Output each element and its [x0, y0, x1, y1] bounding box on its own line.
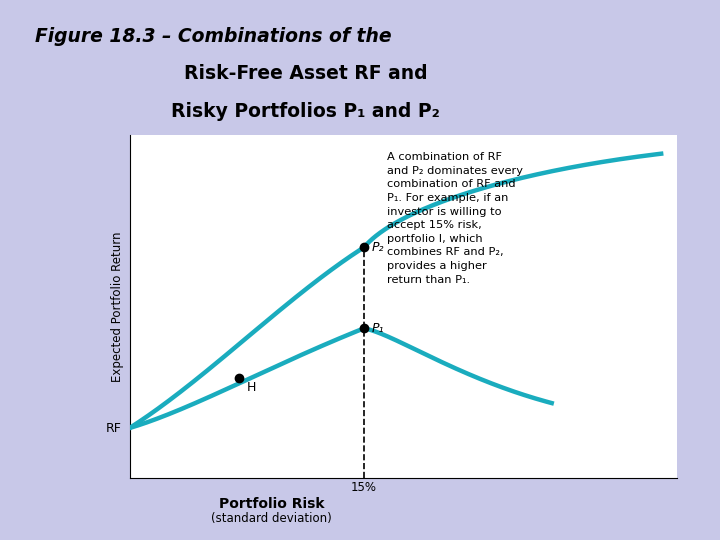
Text: H: H	[247, 381, 256, 394]
Y-axis label: Expected Portfolio Return: Expected Portfolio Return	[111, 231, 124, 382]
Text: P₁: P₁	[372, 322, 384, 335]
Text: Figure 18.3 – Combinations of the: Figure 18.3 – Combinations of the	[35, 28, 392, 46]
Text: A combination of RF
and P₂ dominates every
combination of RF and
P₁. For example: A combination of RF and P₂ dominates eve…	[387, 152, 523, 285]
Text: Risky Portfolios P₁ and P₂: Risky Portfolios P₁ and P₂	[171, 102, 440, 120]
Text: 15%: 15%	[351, 481, 377, 494]
Text: (standard deviation): (standard deviation)	[212, 512, 332, 525]
Text: Risk-Free Asset RF and: Risk-Free Asset RF and	[184, 64, 428, 83]
Text: P₂: P₂	[372, 241, 384, 254]
Text: Portfolio Risk: Portfolio Risk	[219, 497, 325, 511]
Text: RF: RF	[106, 422, 122, 435]
